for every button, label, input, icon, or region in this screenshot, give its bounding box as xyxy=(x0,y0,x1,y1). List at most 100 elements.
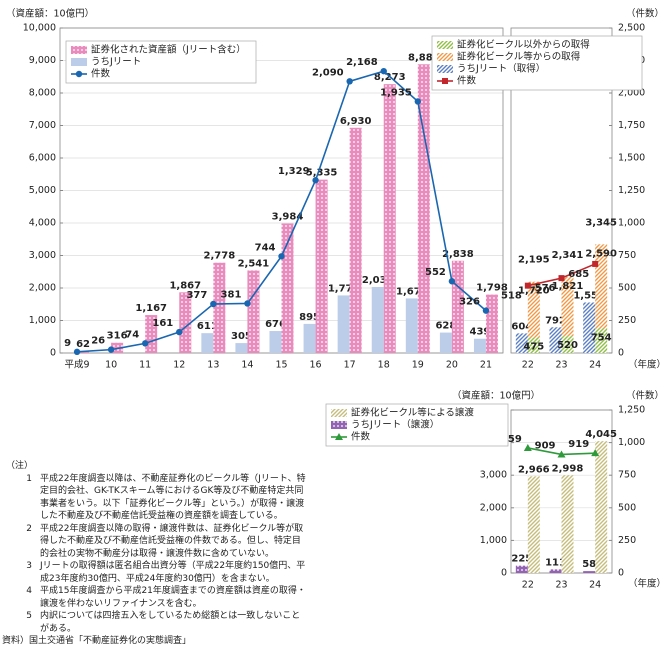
y2-tick-label: 1,000 xyxy=(618,437,645,448)
line-marker xyxy=(592,260,599,267)
line-marker xyxy=(591,449,600,457)
line-value-label: 1,935 xyxy=(380,87,412,98)
line-marker xyxy=(107,346,115,353)
y2-tick-label: 1,250 xyxy=(618,405,645,416)
page: {"chart_data":[ {"type":"bar","ylabel":"… xyxy=(2,7,664,646)
y2-tick-label: 1,750 xyxy=(618,120,645,131)
bar xyxy=(371,286,384,353)
line-value-label: 381 xyxy=(221,289,242,300)
legend-label: 証券化された資産額（Jリート含む） xyxy=(91,44,246,56)
x-tick-label: 12 xyxy=(173,360,185,371)
bar xyxy=(247,270,260,353)
line-marker xyxy=(380,67,387,75)
value-label: 8,273 xyxy=(374,72,406,83)
line-marker xyxy=(558,275,565,282)
value-label: 792 xyxy=(545,315,566,326)
total-label: 2,195 xyxy=(518,255,550,266)
note: 5 内訳については四捨五入をしているため総額とは一致しないことがある。 xyxy=(6,610,306,635)
line-value-label: 959 xyxy=(501,434,522,445)
y-tick-label: 7,000 xyxy=(29,120,56,131)
value-label: 3,984 xyxy=(272,212,304,223)
line-marker xyxy=(210,300,217,308)
line-value-label: 161 xyxy=(152,318,173,329)
bar xyxy=(527,476,540,573)
note: 3 Jリートの取得額は匿名組合出資分等（平成22年度約150億円、平成23年度約3… xyxy=(6,560,306,585)
bar xyxy=(515,333,528,353)
value-label: 1,555 xyxy=(573,290,605,301)
line-value-label: 326 xyxy=(459,297,480,308)
note: 2 平成22年度調査以降の取得・譲渡件数は、証券化ビークル等が取得した不動産及び不… xyxy=(6,523,306,561)
y2-axis-label: （件数） xyxy=(626,390,664,402)
line-marker xyxy=(557,450,566,458)
line-value-label: 576 xyxy=(535,283,556,294)
bar xyxy=(439,332,452,353)
value-label: 5,335 xyxy=(306,168,338,179)
line-marker xyxy=(524,282,531,289)
line-marker xyxy=(75,70,83,78)
value-label: 628 xyxy=(435,321,456,332)
line-marker xyxy=(73,348,81,356)
y-tick-label: 4,000 xyxy=(29,218,56,229)
y2-tick-label: 500 xyxy=(618,283,636,294)
y-axis-label: （資産額：10億円） xyxy=(452,390,540,402)
x-tick-label: 22 xyxy=(522,360,534,371)
y-tick-label: 0 xyxy=(50,348,56,359)
legend-label: 件数 xyxy=(457,75,477,87)
x-tick-label: 24 xyxy=(589,360,601,371)
line-value-label: 9 xyxy=(64,338,71,349)
x-tick-label: 平成9 xyxy=(65,359,90,371)
value-label: 895 xyxy=(299,312,320,323)
value-label: 1,772 xyxy=(328,283,360,294)
y-tick-label: 2,000 xyxy=(29,283,56,294)
value-label: 439 xyxy=(470,327,491,338)
bar xyxy=(595,441,608,573)
bar xyxy=(383,84,396,353)
bar xyxy=(269,331,282,353)
y2-tick-label: 2,000 xyxy=(618,88,645,99)
line-marker xyxy=(448,278,456,285)
bar xyxy=(235,343,248,353)
x-tick-label: 13 xyxy=(207,360,219,371)
legend-swatch xyxy=(71,58,87,66)
y-axis-label: （資産額：10億円） xyxy=(6,8,94,20)
x-tick-label: 10 xyxy=(105,360,117,371)
y2-tick-label: 750 xyxy=(618,470,636,481)
value-label: 1,720 xyxy=(518,286,550,297)
value-label: 2,590 xyxy=(585,248,617,259)
legend-label: 件数 xyxy=(351,431,371,443)
legend-box xyxy=(325,403,509,447)
legend-label: 件数 xyxy=(91,68,111,80)
y-tick-label: 6,000 xyxy=(29,153,56,164)
legend-box xyxy=(431,35,643,91)
line-value-label: 2,168 xyxy=(346,57,378,68)
value-label: 2,541 xyxy=(238,258,270,269)
value-label: 1,167 xyxy=(135,303,167,314)
x-tick-label: 20 xyxy=(446,360,458,371)
x-tick-label: 23 xyxy=(555,360,567,371)
note-text: 内訳については四捨五入をしているため総額とは一致しないことがある。 xyxy=(40,611,301,634)
line-marker xyxy=(141,340,149,347)
y-tick-label: 9,000 xyxy=(29,55,56,66)
value-label: 604 xyxy=(511,321,532,332)
value-label: 1,798 xyxy=(476,283,508,294)
x-axis-label: （年度） xyxy=(628,578,664,590)
line-value-label: 377 xyxy=(186,290,207,301)
y2-tick-label: 750 xyxy=(618,250,636,261)
y2-tick-label: 250 xyxy=(618,535,636,546)
legend-swatch xyxy=(437,65,453,73)
bar xyxy=(303,323,316,353)
line-marker xyxy=(346,78,353,85)
value-label: 2,998 xyxy=(552,463,584,474)
x-tick-label: 19 xyxy=(412,360,424,371)
bar xyxy=(595,328,608,353)
y-tick-label: 2,000 xyxy=(480,502,507,513)
line-value-label: 74 xyxy=(125,329,139,340)
bar xyxy=(583,302,596,353)
y-tick-label: 8,000 xyxy=(29,88,56,99)
y-tick-label: 1,000 xyxy=(29,315,56,326)
x-tick-label: 17 xyxy=(344,360,356,371)
line-value-label: 518 xyxy=(501,291,522,302)
x-axis-label: （年度） xyxy=(628,359,664,371)
value-label: 2,778 xyxy=(204,251,236,262)
bar xyxy=(515,565,528,573)
